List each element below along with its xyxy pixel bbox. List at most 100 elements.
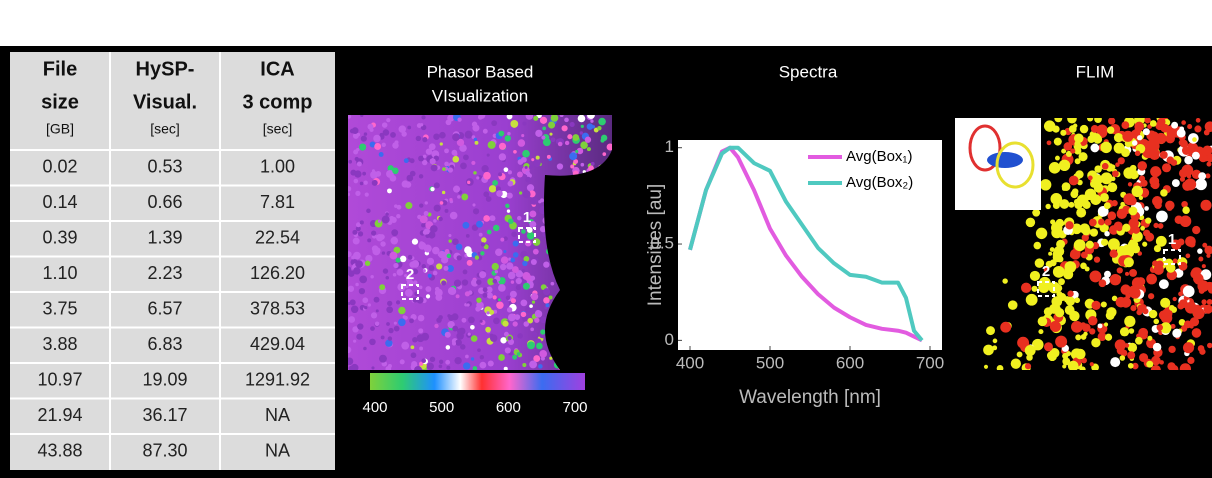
phasor-pixel xyxy=(405,284,409,289)
phasor-pixel xyxy=(428,265,435,271)
flim-pixel xyxy=(1128,196,1137,206)
flim-pixel xyxy=(1061,186,1067,191)
phasor-pixel xyxy=(503,366,508,370)
phasor-pixel xyxy=(569,152,578,161)
phasor-pixel xyxy=(419,215,428,224)
phasor-pixel xyxy=(356,333,363,340)
colorbar-tick-label: 400 xyxy=(362,399,387,416)
flim-pixel xyxy=(1179,363,1192,370)
phasor-pixel xyxy=(409,261,416,268)
phasor-pixel xyxy=(448,314,455,321)
flim-pixel xyxy=(1087,118,1094,122)
flim-pixel xyxy=(1089,362,1094,367)
flim-pixel xyxy=(1181,200,1188,208)
flim-pixel xyxy=(1189,324,1194,329)
phasor-pixel xyxy=(485,196,492,202)
flim-pixel xyxy=(1192,137,1197,142)
phasor-pixel xyxy=(472,124,480,132)
phasor-pixel xyxy=(522,121,527,126)
flim-pixel xyxy=(1146,360,1154,368)
flim-pixel xyxy=(983,344,994,356)
flim-pixel xyxy=(1100,172,1113,185)
phasor-pixel xyxy=(464,246,472,254)
phasor-pixel xyxy=(529,304,533,308)
roi-box xyxy=(1037,281,1055,297)
phasor-pixel xyxy=(352,326,359,333)
flim-pixel xyxy=(1135,336,1143,345)
phasor-pixel xyxy=(586,147,591,152)
phasor-pixel xyxy=(439,201,444,205)
phasor-pixel xyxy=(526,231,535,240)
flim-pixel xyxy=(1140,225,1145,231)
phasor-pixel xyxy=(372,247,381,256)
phasor-pixel xyxy=(503,331,509,337)
phasor-pixel xyxy=(453,279,462,287)
table-cell: 1.39 xyxy=(147,228,182,248)
flim-pixel xyxy=(1098,279,1107,288)
flim-pixel xyxy=(1159,150,1168,159)
roi-box xyxy=(401,284,419,300)
phasor-pixel xyxy=(381,122,388,128)
phasor-pixel xyxy=(606,143,612,151)
flim-pixel xyxy=(1089,270,1102,283)
flim-pixel xyxy=(1104,270,1111,278)
phasor-pixel xyxy=(575,149,579,154)
phasor-pixel xyxy=(517,159,524,165)
inset-yellow-circle xyxy=(995,141,1035,189)
phasor-pixel xyxy=(580,141,588,149)
flim-pixel xyxy=(1054,118,1063,123)
phasor-pixel xyxy=(503,167,509,173)
phasor-pixel xyxy=(348,192,351,197)
phasor-pixel xyxy=(470,324,475,330)
flim-pixel xyxy=(1171,121,1179,129)
phasor-pixel xyxy=(393,262,399,269)
phasor-pixel xyxy=(441,199,448,206)
flim-pixel xyxy=(1046,140,1052,146)
phasor-pixel xyxy=(477,251,481,256)
flim-pixel xyxy=(1167,362,1176,370)
phasor-pixel xyxy=(435,294,443,301)
phasor-pixel xyxy=(529,360,537,369)
flim-pixel xyxy=(1073,239,1086,252)
flim-pixel xyxy=(1123,257,1134,268)
phasor-pixel xyxy=(426,362,434,370)
phasor-pixel xyxy=(462,269,468,275)
phasor-pixel xyxy=(459,144,467,152)
phasor-pixel xyxy=(381,251,386,255)
table-cell: 378.53 xyxy=(250,299,305,319)
phasor-pixel xyxy=(500,237,505,242)
flim-pixel xyxy=(1109,274,1122,286)
flim-pixel xyxy=(1179,126,1185,132)
phasor-pixel xyxy=(485,326,491,333)
phasor-pixel xyxy=(522,260,528,267)
flim-pixel xyxy=(1026,354,1033,361)
flim-pixel xyxy=(1021,282,1032,293)
phasor-pixel xyxy=(421,159,428,166)
phasor-pixel xyxy=(398,318,406,327)
flim-pixel xyxy=(1152,260,1159,267)
phasor-pixel xyxy=(559,115,564,118)
phasor-pixel xyxy=(390,132,396,138)
phasor-pixel xyxy=(500,337,507,344)
flim-pixel xyxy=(1118,340,1125,347)
phasor-pixel xyxy=(546,154,551,159)
phasor-pixel xyxy=(386,322,390,326)
phasor-pixel xyxy=(432,246,440,255)
phasor-pixel xyxy=(453,185,461,193)
phasor-pixel xyxy=(549,132,553,136)
phasor-pixel xyxy=(390,236,399,245)
phasor-pixel xyxy=(478,232,483,237)
phasor-pixel xyxy=(362,297,369,304)
phasor-pixel xyxy=(486,311,490,315)
phasor-pixel xyxy=(351,127,359,134)
phasor-pixel xyxy=(422,154,427,159)
phasor-pixel xyxy=(522,282,530,290)
phasor-pixel xyxy=(510,257,516,263)
phasor-pixel xyxy=(418,155,424,162)
phasor-pixel xyxy=(472,366,478,370)
phasor-pixel xyxy=(497,298,501,302)
phasor-pixel xyxy=(441,280,447,286)
phasor-pixel xyxy=(471,224,479,231)
phasor-pixel xyxy=(483,171,491,180)
flim-pixel xyxy=(1198,172,1207,181)
